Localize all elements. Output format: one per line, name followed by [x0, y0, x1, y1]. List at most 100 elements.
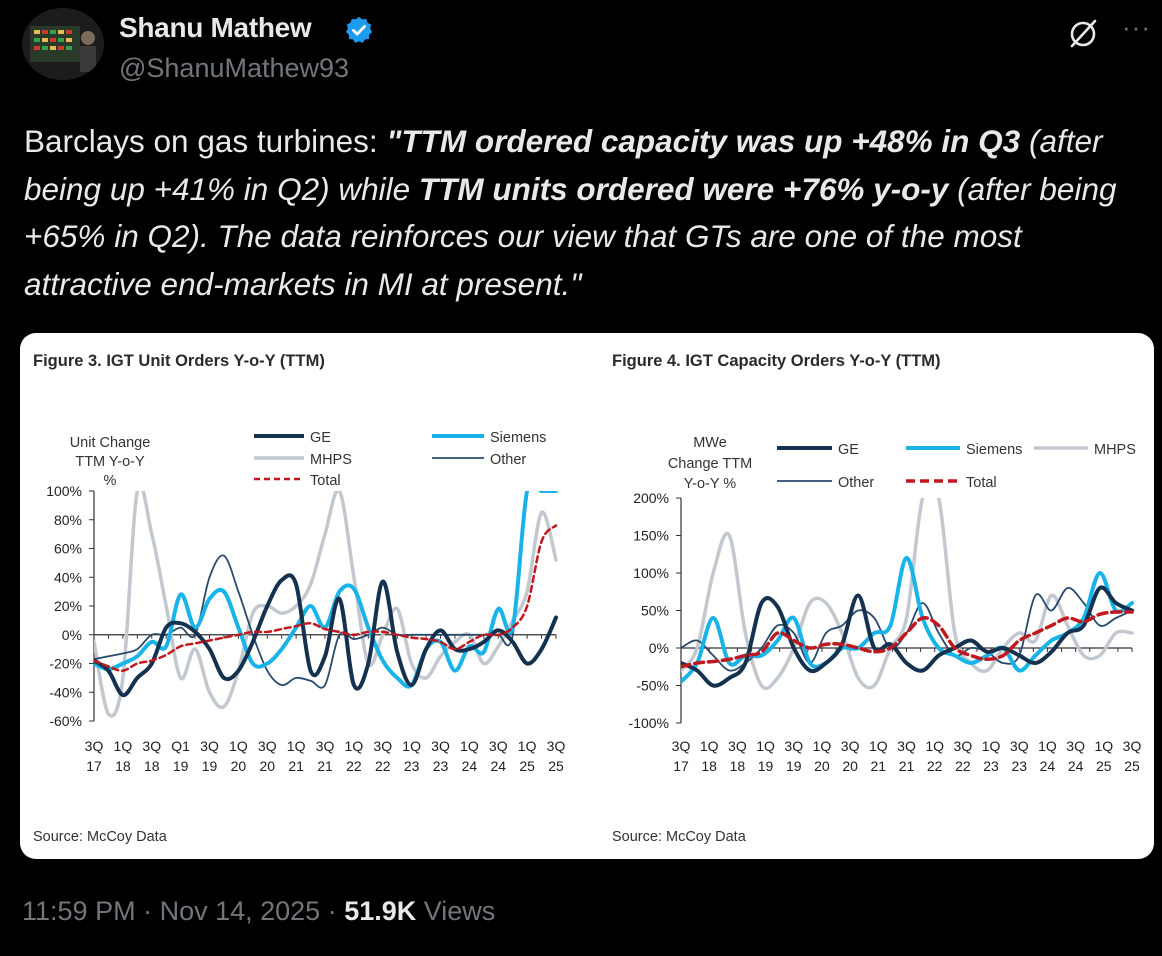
chart-title: Figure 4. IGT Capacity Orders Y-o-Y (TTM…: [612, 352, 941, 370]
x-tick-label: 1Q: [982, 738, 1001, 754]
author-name[interactable]: Shanu Mathew: [119, 12, 312, 43]
x-tick-label: 25: [519, 758, 535, 774]
y-tick-label: 150%: [633, 528, 669, 544]
avatar-image: [22, 8, 104, 80]
tweet-date[interactable]: Nov 14, 2025: [159, 896, 321, 926]
y-tick-label: 50%: [641, 603, 669, 619]
x-tick-label: 18: [701, 758, 717, 774]
tweet-time[interactable]: 11:59 PM: [22, 896, 136, 926]
x-tick-label: Q1: [171, 738, 190, 754]
grok-icon[interactable]: [1066, 16, 1100, 50]
x-tick-label: 19: [758, 758, 774, 774]
more-options-icon[interactable]: ···: [1122, 12, 1151, 42]
x-tick-label: 25: [1096, 758, 1112, 774]
y-tick-label: 100%: [633, 565, 669, 581]
x-tick-label: 3Q: [784, 738, 803, 754]
series-line-ge: [94, 573, 558, 698]
author-handle[interactable]: @ShanuMathew93: [119, 53, 350, 83]
x-tick-label: 20: [259, 758, 275, 774]
y-axis-label: %: [104, 473, 117, 489]
x-tick-label: 18: [730, 758, 746, 774]
quote-close-mark: ": [570, 265, 582, 302]
y-tick-label: -100%: [629, 715, 669, 731]
y-tick-label: 0%: [62, 627, 82, 643]
y-tick-label: 100%: [46, 483, 82, 499]
x-tick-label: 3Q: [200, 738, 219, 754]
chart-source: Source: McCoy Data: [612, 829, 747, 845]
verified-badge-icon: [345, 16, 373, 43]
legend-label: Siemens: [490, 430, 546, 446]
series-line-mhps: [681, 498, 1134, 691]
x-tick-label: 1Q: [518, 738, 537, 754]
legend-label: Total: [966, 475, 997, 491]
x-tick-label: 1Q: [402, 738, 421, 754]
x-tick-label: 19: [173, 758, 189, 774]
tweet-text-4: (after being +65% in Q2). The data reinf…: [24, 170, 1117, 302]
x-tick-label: 1Q: [287, 738, 306, 754]
x-tick-label: 24: [1040, 758, 1056, 774]
legend-label: GE: [838, 442, 859, 458]
y-tick-label: -20%: [49, 656, 82, 672]
author-avatar[interactable]: [22, 8, 104, 80]
x-tick-label: 22: [955, 758, 971, 774]
chart-2: Figure 4. IGT Capacity Orders Y-o-Y (TTM…: [612, 352, 1141, 845]
tweet-text: Barclays on gas turbines: "TTM ordered c…: [24, 118, 1144, 308]
y-tick-label: -40%: [49, 684, 82, 700]
x-tick-label: 3Q: [373, 738, 392, 754]
legend-label: Siemens: [966, 442, 1022, 458]
x-tick-label: 19: [786, 758, 802, 774]
x-tick-label: 1Q: [229, 738, 248, 754]
x-tick-label: 23: [404, 758, 420, 774]
x-tick-label: 17: [673, 758, 689, 774]
legend-label: MHPS: [1094, 442, 1136, 458]
tweet-bold-2: TTM units ordered were +76% y-o-y: [418, 170, 949, 207]
y-tick-label: -50%: [636, 678, 669, 694]
x-tick-label: 3Q: [316, 738, 335, 754]
x-tick-label: 23: [433, 758, 449, 774]
series-line-siemens: [681, 555, 1134, 684]
x-tick-label: 24: [490, 758, 506, 774]
legend-label: Total: [310, 473, 341, 489]
x-tick-label: 3Q: [258, 738, 277, 754]
y-tick-label: 80%: [54, 512, 82, 528]
meta-separator: ·: [135, 896, 160, 926]
x-tick-label: 21: [899, 758, 915, 774]
x-tick-label: 18: [144, 758, 160, 774]
y-tick-label: 200%: [633, 490, 669, 506]
x-tick-label: 1Q: [869, 738, 888, 754]
x-tick-label: 1Q: [114, 738, 133, 754]
series-line-total: [94, 524, 558, 672]
x-tick-label: 3Q: [142, 738, 161, 754]
y-tick-label: 0%: [649, 640, 669, 656]
tweet-quote: "TTM ordered capacity was up +48% in Q3 …: [24, 123, 1117, 302]
x-tick-label: 25: [548, 758, 564, 774]
series-line-siemens: [94, 491, 558, 689]
x-tick-label: 1Q: [756, 738, 775, 754]
series-line-total: [681, 610, 1134, 669]
meta-separator: ·: [320, 896, 345, 926]
y-tick-label: -60%: [49, 713, 82, 729]
series-line-mhps: [94, 491, 558, 718]
x-tick-label: 22: [375, 758, 391, 774]
x-tick-label: 20: [231, 758, 247, 774]
legend-label: Other: [490, 452, 526, 468]
views-count: 51.9K: [344, 896, 417, 926]
quote-open-mark: ": [386, 123, 402, 159]
media-card[interactable]: Figure 3. IGT Unit Orders Y-o-Y (TTM) Uni…: [20, 333, 1154, 859]
y-axis-label: Y-o-Y %: [684, 476, 736, 492]
series-line-ge: [681, 585, 1134, 688]
y-tick-label: 60%: [54, 541, 82, 557]
x-tick-label: 3Q: [547, 738, 566, 754]
x-tick-label: 23: [1011, 758, 1027, 774]
x-tick-label: 25: [1124, 758, 1140, 774]
x-tick-label: 19: [202, 758, 218, 774]
x-tick-label: 22: [346, 758, 362, 774]
legend-label: Other: [838, 475, 874, 491]
y-tick-label: 40%: [54, 569, 82, 585]
x-tick-label: 3Q: [728, 738, 747, 754]
chart-source: Source: McCoy Data: [33, 829, 168, 845]
x-tick-label: 3Q: [841, 738, 860, 754]
x-tick-label: 1Q: [460, 738, 479, 754]
x-tick-label: 24: [1068, 758, 1084, 774]
y-axis-label: Unit Change: [70, 435, 151, 451]
